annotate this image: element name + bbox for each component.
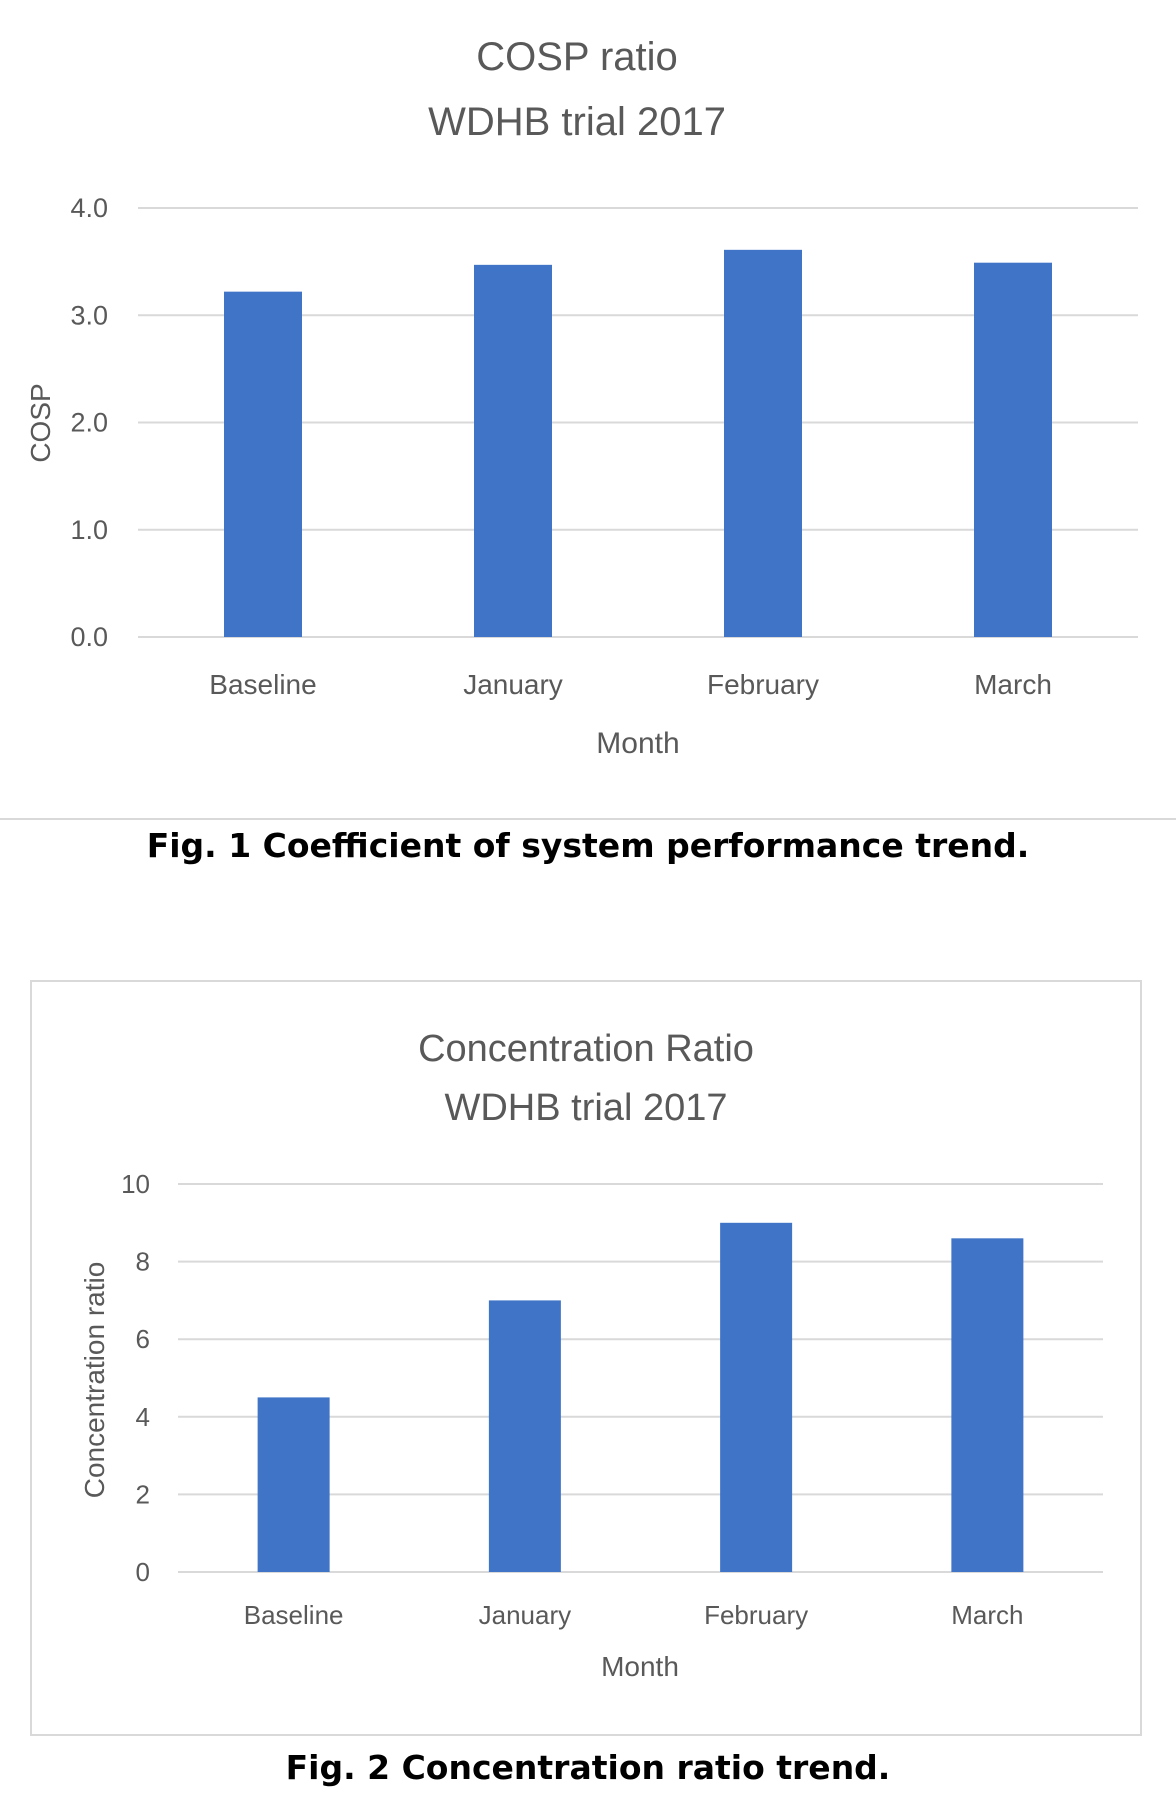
chart-subtitle: WDHB trial 2017 xyxy=(445,1087,728,1129)
y-tick-label: 4.0 xyxy=(70,193,108,223)
bar-march xyxy=(951,1238,1024,1572)
bar-baseline xyxy=(224,291,302,637)
figure-divider xyxy=(0,818,1176,820)
bar-january xyxy=(488,1300,561,1572)
figure-1-caption: Fig. 1 Coefficient of system performance… xyxy=(146,826,1030,865)
bar-february xyxy=(724,249,802,637)
x-tick-label: Baseline xyxy=(244,1600,344,1630)
y-tick-label: 10 xyxy=(121,1169,150,1199)
x-tick-label: March xyxy=(951,1600,1023,1630)
figure-2-caption: Fig. 2 Concentration ratio trend. xyxy=(285,1748,891,1787)
y-tick-label: 1.0 xyxy=(70,515,108,545)
x-tick-label: February xyxy=(707,669,819,700)
x-tick-label: January xyxy=(463,669,563,700)
y-tick-label: 0.0 xyxy=(70,622,108,652)
y-tick-label: 6 xyxy=(136,1324,150,1354)
plot-area: 0 2 4 6 8 10 Baseline January February March xyxy=(121,1169,1103,1630)
x-tick-label: January xyxy=(479,1600,572,1630)
y-tick-label: 8 xyxy=(136,1247,150,1277)
plot-area: 0.0 1.0 2.0 3.0 4.0 Baseline January February Ma… xyxy=(70,193,1138,700)
bar-march xyxy=(974,262,1052,637)
chart-title: COSP ratio xyxy=(476,35,678,79)
cosp-chart: COSP ratio WDHB trial 2017 Month COSP 0.… xyxy=(25,35,1138,760)
bar-january xyxy=(474,264,552,637)
x-axis-label: Month xyxy=(601,1651,679,1682)
chart-title: Concentration Ratio xyxy=(418,1028,754,1070)
y-tick-label: 3.0 xyxy=(70,300,108,330)
x-tick-label: March xyxy=(974,669,1052,700)
bar-baseline xyxy=(257,1397,330,1572)
y-axis-label: Concentration ratio xyxy=(79,1262,110,1499)
chart-frame xyxy=(30,980,1142,1736)
y-tick-label: 2 xyxy=(136,1479,150,1509)
y-tick-label: 4 xyxy=(136,1402,150,1432)
x-axis-label: Month xyxy=(596,727,679,760)
y-axis-label: COSP xyxy=(25,383,56,462)
bar-february xyxy=(720,1222,793,1572)
x-tick-label: Baseline xyxy=(209,669,316,700)
chart-subtitle: WDHB trial 2017 xyxy=(428,100,726,144)
x-tick-label: February xyxy=(704,1600,808,1630)
y-tick-label: 2.0 xyxy=(70,408,108,438)
y-tick-label: 0 xyxy=(136,1557,150,1587)
